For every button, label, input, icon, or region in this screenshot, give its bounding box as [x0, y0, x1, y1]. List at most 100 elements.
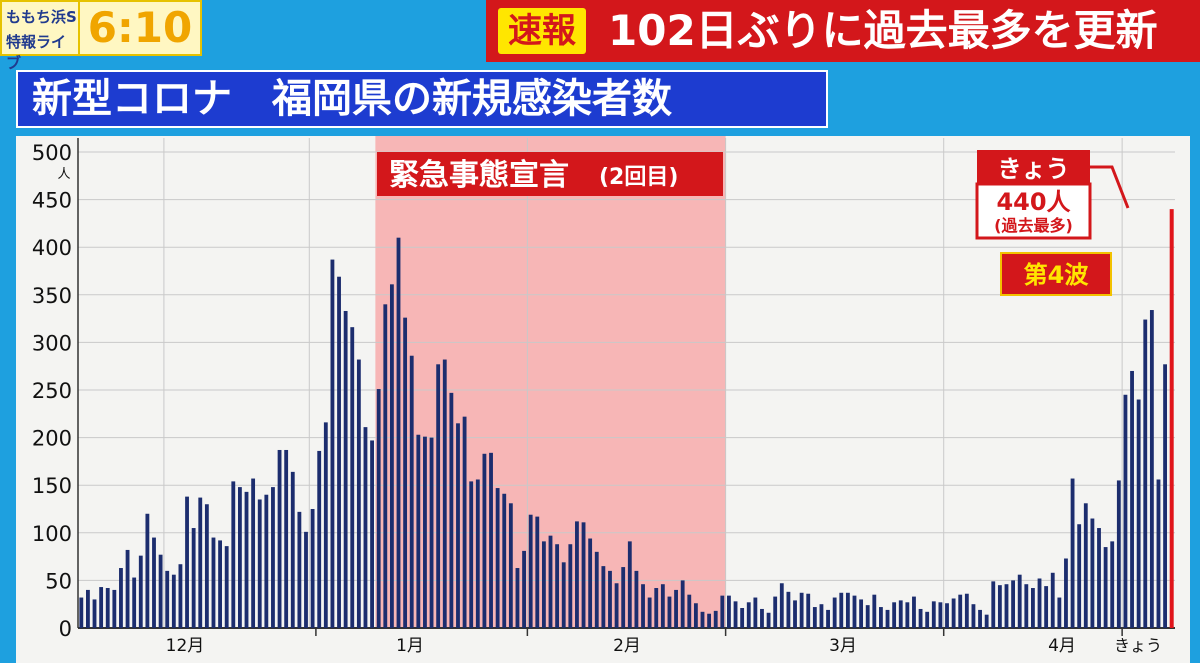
bar: [991, 581, 996, 628]
bar: [475, 479, 480, 628]
chart-title-bar: 新型コロナ 福岡県の新規感染者数: [16, 70, 828, 128]
bar: [508, 503, 513, 628]
bar: [575, 521, 579, 628]
x-tick-label: きょう: [1114, 636, 1162, 655]
bar: [541, 541, 546, 628]
show-logo-line1: ももち浜S: [6, 8, 77, 26]
x-tick-label: 2月: [613, 636, 641, 656]
bar: [105, 588, 110, 628]
bar: [898, 600, 903, 628]
bar: [145, 513, 150, 628]
bar: [198, 497, 203, 628]
bar: [310, 509, 315, 628]
bar: [297, 511, 302, 628]
bar: [244, 491, 249, 628]
bar: [964, 593, 969, 628]
y-tick-label: 50: [45, 569, 72, 593]
bar: [264, 494, 269, 628]
today-note: (過去最多): [994, 216, 1073, 235]
bar: [733, 601, 738, 628]
today-value-box: [975, 182, 1092, 240]
bar: [237, 487, 242, 628]
bar: [548, 535, 553, 628]
y-tick-label: 450: [32, 189, 72, 213]
y-tick-label: 350: [32, 284, 72, 308]
bar: [171, 574, 176, 628]
x-tick-label: 12月: [166, 636, 205, 656]
bar: [660, 584, 665, 628]
wave-label: 第4波: [1024, 261, 1090, 289]
y-tick-label: 250: [32, 379, 72, 403]
bar: [885, 609, 890, 628]
bar: [594, 551, 599, 628]
x-tick-label: 3月: [829, 636, 857, 656]
bar: [746, 602, 751, 628]
bar: [112, 589, 117, 628]
bar: [376, 389, 381, 628]
bar: [879, 607, 883, 628]
bar: [707, 613, 712, 628]
bar: [601, 566, 606, 628]
bar: [1064, 558, 1068, 628]
bar: [905, 602, 910, 628]
bar: [469, 481, 474, 628]
bar: [1163, 364, 1168, 628]
bar: [621, 567, 626, 628]
breaking-headline: 102日ぶりに過去最多を更新: [608, 6, 1158, 55]
bar: [971, 604, 976, 628]
y-tick-label: 400: [32, 236, 72, 260]
bar: [945, 603, 949, 628]
bar: [555, 544, 560, 628]
bar: [343, 310, 348, 628]
today-connector: [1090, 165, 1130, 209]
bar: [158, 554, 163, 628]
bar: [337, 276, 341, 628]
bar: [1103, 547, 1108, 628]
bar: [938, 602, 943, 628]
bar: [1110, 541, 1115, 628]
bar: [456, 423, 460, 628]
emergency-label-suffix: (2回目): [599, 165, 678, 190]
bar: [370, 440, 374, 628]
bar: [918, 608, 923, 628]
bar: [152, 537, 156, 628]
bar: [138, 555, 143, 628]
bar: [852, 595, 857, 628]
bar: [925, 611, 930, 628]
bar: [416, 434, 421, 628]
bar: [839, 592, 844, 628]
bar: [178, 564, 183, 628]
bar: [627, 541, 632, 628]
bar: [654, 588, 659, 628]
bar: [568, 544, 573, 628]
bar: [92, 599, 97, 628]
bar: [859, 599, 864, 628]
y-tick-label: 150: [32, 474, 72, 498]
y-tick-label: 300: [32, 331, 72, 355]
bar: [290, 471, 295, 628]
bar: [515, 568, 520, 628]
bar: [1004, 584, 1009, 628]
bar: [251, 478, 256, 628]
bar: [799, 592, 804, 628]
bar: [865, 605, 870, 628]
bar: [218, 540, 222, 628]
bar: [429, 437, 434, 628]
bar: [753, 597, 758, 628]
bar: [442, 359, 447, 628]
bar: [502, 493, 507, 628]
bar: [931, 601, 936, 628]
bar: [1090, 518, 1095, 628]
bar: [1149, 310, 1154, 628]
bar: [720, 595, 725, 628]
bar: [277, 449, 282, 628]
bar: [1136, 399, 1141, 628]
bar: [119, 568, 123, 628]
x-tick-label: 4月: [1048, 636, 1076, 656]
bar: [271, 487, 275, 628]
bar: [647, 597, 652, 628]
bar: [535, 516, 540, 628]
bar: [409, 355, 414, 628]
bar: [700, 611, 705, 628]
